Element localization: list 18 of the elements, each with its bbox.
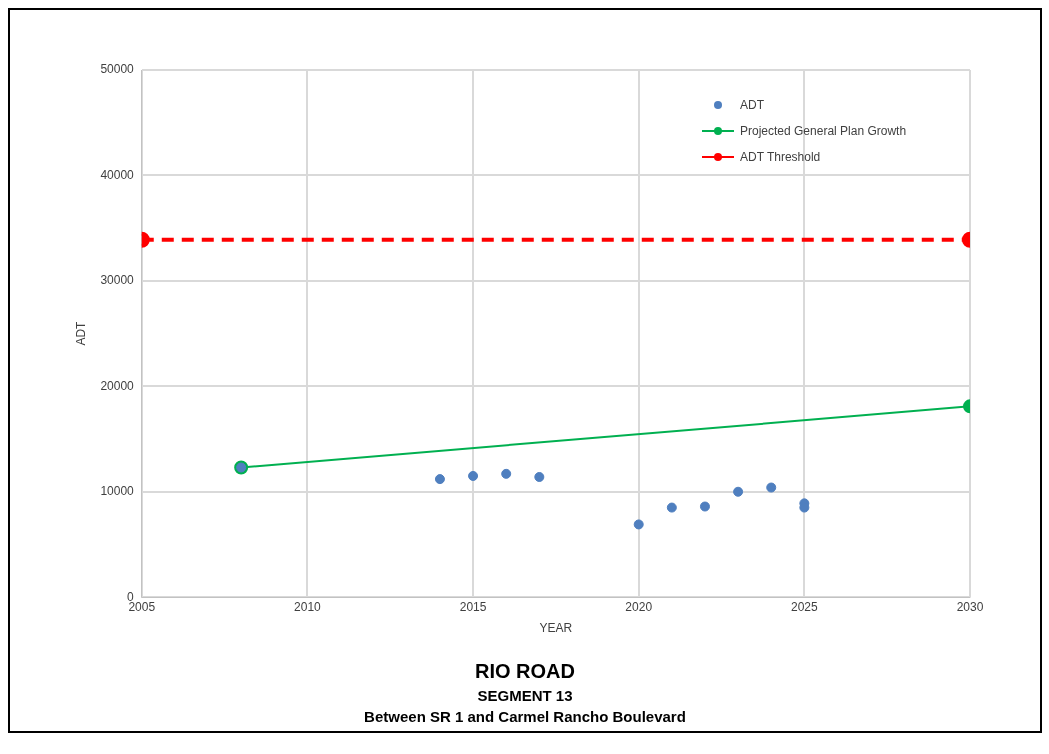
text: Between SR 1 and Carmel Rancho Boulevard xyxy=(363,708,687,725)
legend-label: ADT Threshold xyxy=(740,150,821,164)
y-tick-label: 40000 xyxy=(100,167,135,182)
text: RIO ROAD xyxy=(474,660,576,683)
x-tick-label: 2025 xyxy=(791,599,819,614)
x-tick-label: 2020 xyxy=(625,599,653,614)
y-tick-label: 20000 xyxy=(100,378,135,393)
legend-label: ADT xyxy=(740,98,764,112)
y-tick-label: 30000 xyxy=(100,273,135,288)
x-axis-title: YEAR xyxy=(539,621,573,636)
legend-label: Projected General Plan Growth xyxy=(740,124,907,138)
text: SEGMENT 13 xyxy=(476,687,574,704)
y-tick-label: 10000 xyxy=(100,484,135,499)
x-tick-label: 2010 xyxy=(294,599,322,614)
y-axis-title: ADT xyxy=(73,320,88,346)
x-tick-label: 2030 xyxy=(956,599,984,614)
y-tick-label: 50000 xyxy=(100,62,135,77)
x-tick-label: 2015 xyxy=(459,599,487,614)
